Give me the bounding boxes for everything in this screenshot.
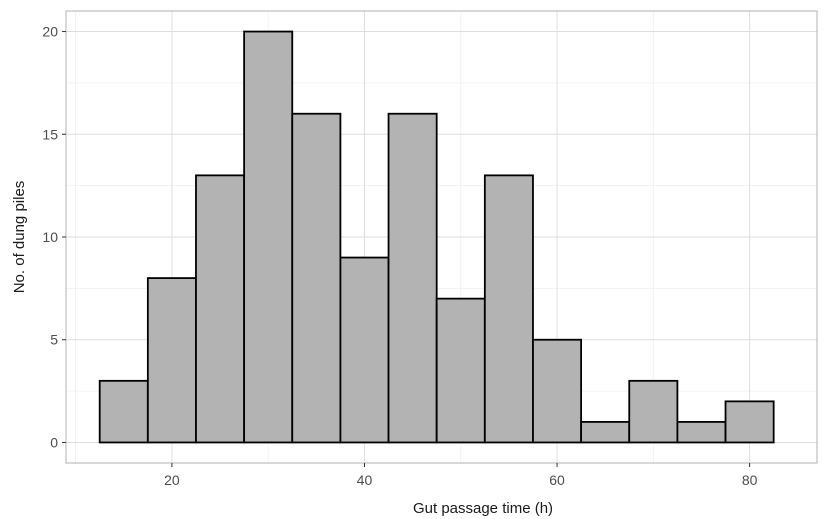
histogram-bar [532,338,583,444]
y-axis-title: No. of dung piles [11,181,28,294]
x-axis-ticks: 20 40 60 80 [164,463,758,488]
x-tick-label: 20 [164,472,180,488]
histogram-bar [628,379,679,444]
histogram-bar [339,256,390,444]
histogram-bar [580,421,631,444]
x-axis-title: Gut passage time (h) [413,500,553,517]
y-tick-label: 5 [50,332,58,348]
histogram-bar [724,400,775,444]
histogram-bar [146,277,197,444]
histogram-bar [387,112,438,444]
y-axis-ticks: 0 5 10 15 20 [42,24,66,450]
histogram-bar [291,112,342,444]
histogram-bar [243,30,294,444]
y-tick-label: 10 [42,229,58,245]
x-tick-label: 80 [742,472,758,488]
y-tick-label: 15 [42,126,58,142]
histogram-bar [98,379,149,444]
y-tick-label: 0 [50,434,58,450]
x-tick-label: 60 [549,472,565,488]
histogram-bars [98,30,775,444]
x-tick-label: 40 [357,472,373,488]
histogram-bar [195,174,246,444]
histogram-bar [435,297,486,444]
histogram-bar [483,174,534,444]
y-tick-label: 20 [42,24,58,40]
histogram-bar [676,421,727,444]
